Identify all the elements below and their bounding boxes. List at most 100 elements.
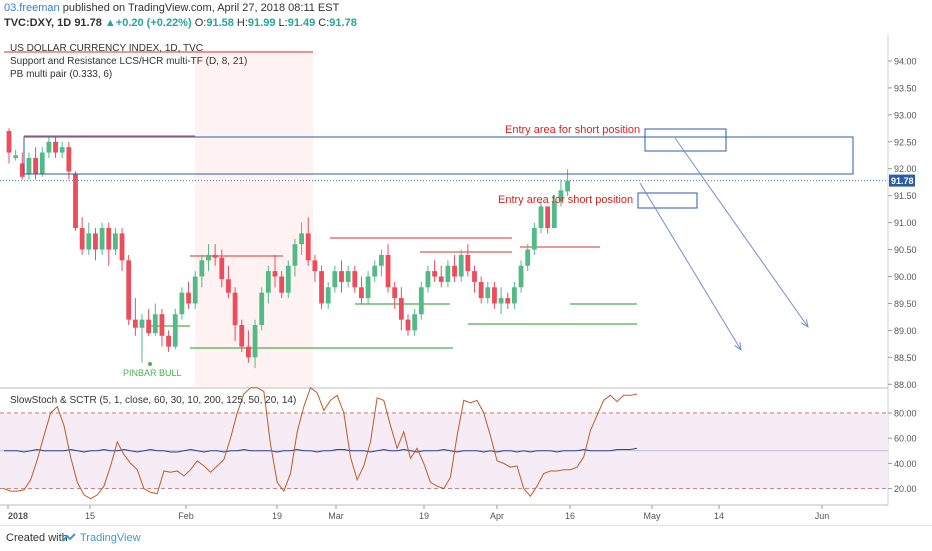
candle	[192, 271, 198, 309]
chart-title: US DOLLAR CURRENCY INDEX, 1D, TVC	[10, 43, 204, 54]
candle-body	[512, 287, 517, 304]
candle-body	[285, 265, 291, 293]
current-price: 91.78	[74, 17, 102, 29]
candle	[106, 222, 112, 266]
y-tick-label: 92.50	[894, 137, 917, 147]
candle-body	[139, 319, 145, 328]
candle-body	[152, 314, 158, 334]
candle	[531, 222, 537, 255]
candle-body	[126, 260, 132, 320]
candle	[518, 260, 524, 293]
author-link[interactable]: 03.freeman	[4, 2, 60, 14]
candle	[512, 281, 517, 309]
y-tick-label: 92.00	[894, 164, 917, 174]
high-value: 91.99	[247, 17, 276, 29]
footer: Created with TradingView	[0, 525, 932, 551]
candle-body	[465, 254, 471, 272]
candle	[458, 249, 464, 282]
candle	[299, 222, 304, 255]
x-tick-label: May	[643, 511, 661, 521]
candle-body	[392, 287, 398, 299]
candle	[152, 303, 158, 336]
candle	[438, 265, 444, 288]
candle	[265, 265, 271, 304]
candle-body	[305, 233, 311, 261]
tradingview-logo-icon	[62, 533, 76, 542]
candle-body	[212, 254, 218, 258]
candle-body	[166, 335, 171, 347]
x-tick-label: 16	[565, 511, 575, 521]
candle	[445, 260, 451, 288]
candle	[545, 206, 551, 234]
candle	[6, 128, 12, 164]
candle	[226, 265, 231, 299]
candle-body	[445, 265, 451, 282]
arrow-head-icon	[734, 342, 742, 352]
candle	[279, 271, 285, 299]
stoch-line	[3, 386, 638, 500]
candle	[498, 287, 504, 315]
candle-body	[452, 265, 457, 277]
candle-body	[26, 157, 32, 175]
x-tick-label: Mar	[328, 511, 344, 521]
candle-body	[505, 298, 511, 304]
candle	[432, 260, 437, 282]
candle-body	[119, 233, 125, 261]
candle-body	[379, 254, 384, 266]
entry-label-1: Entry area for short position	[505, 124, 640, 136]
publish-info: published on TradingView.com, April 27, …	[59, 2, 340, 14]
candle	[412, 308, 418, 336]
candle	[139, 314, 145, 363]
candle-body	[531, 228, 537, 250]
candle-body	[86, 233, 92, 250]
chart-canvas[interactable]: Entry area for short position Entry area …	[0, 0, 932, 525]
candle	[352, 265, 358, 293]
last-price-tag	[889, 174, 915, 187]
candle-body	[418, 287, 424, 315]
candle-body	[345, 271, 351, 282]
candle	[418, 281, 424, 320]
y-tick-label: 93.00	[894, 110, 917, 120]
candle	[345, 265, 351, 288]
high-label: H:	[236, 17, 248, 29]
candle-body	[172, 314, 178, 347]
candle-body	[538, 206, 544, 229]
x-tick-label: Jun	[815, 511, 830, 521]
candle-body	[179, 292, 185, 315]
candle	[146, 308, 152, 336]
x-tick-label: Apr	[490, 511, 504, 521]
candle	[292, 238, 298, 277]
candle-body	[312, 260, 318, 272]
candle-body	[518, 265, 524, 288]
candle	[46, 136, 52, 158]
candle-body	[359, 287, 364, 299]
tradingview-brand[interactable]: TradingView	[80, 532, 141, 544]
candle	[452, 254, 457, 282]
y-tick-label: 90.00	[894, 272, 917, 282]
candle-body	[405, 319, 411, 331]
candle	[339, 260, 344, 293]
candle	[252, 319, 258, 369]
candle-body	[385, 254, 391, 288]
publish-line: 03.freeman published on TradingView.com,…	[4, 2, 339, 14]
change-up-icon: ▲	[104, 17, 116, 29]
candle-body	[492, 287, 497, 304]
candle-body	[565, 180, 570, 192]
created-with-label: Created with	[6, 532, 68, 544]
candle	[239, 319, 245, 352]
candle	[472, 265, 477, 293]
candle-body	[19, 163, 25, 177]
candle-body	[432, 271, 437, 277]
candle-body	[259, 292, 265, 326]
candle-body	[159, 314, 165, 336]
indicator-legend-sr[interactable]: Support and Resistance LCS/HCR multi-TF …	[10, 56, 248, 67]
candle-body	[332, 271, 338, 288]
indicator-legend-pb[interactable]: PB multi pair (0.333, 6)	[10, 69, 113, 80]
candle	[39, 147, 45, 177]
oscillator-legend[interactable]: SlowStoch & SCTR (5, 1, close, 60, 30, 1…	[10, 395, 297, 406]
x-tick-label: 19	[272, 511, 282, 521]
candle	[246, 330, 251, 363]
entry-box-1	[644, 128, 727, 152]
y-tick-label: 91.00	[894, 218, 917, 228]
candle-body	[272, 271, 278, 277]
